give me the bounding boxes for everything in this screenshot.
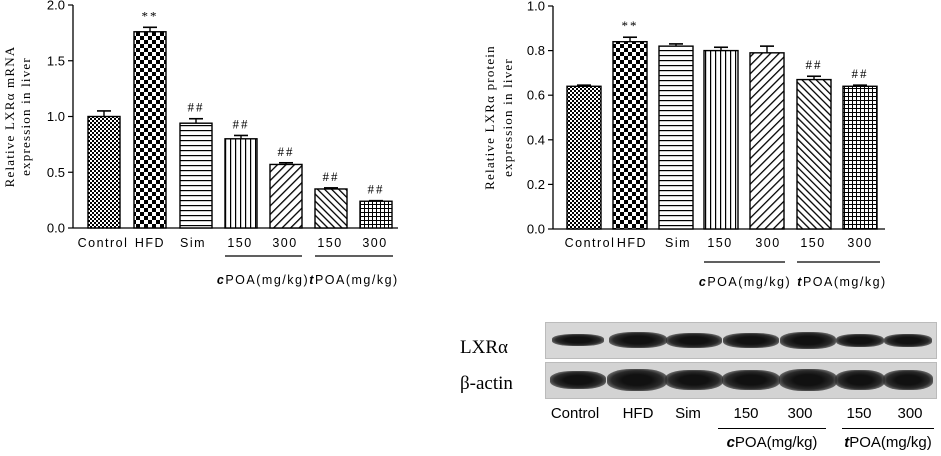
y-axis-label: Relative LXRα mRNA bbox=[2, 46, 17, 188]
bar bbox=[133, 31, 167, 229]
significance-label: ## bbox=[806, 57, 823, 72]
significance-label: ## bbox=[278, 144, 295, 159]
bar bbox=[359, 200, 393, 229]
category-label: Control bbox=[565, 236, 616, 250]
blot-lane-label: HFD bbox=[622, 405, 654, 422]
blot-lane-label: 150 bbox=[846, 405, 872, 422]
bar bbox=[269, 163, 303, 229]
blot-group-line bbox=[842, 428, 934, 429]
blot-lane-label: 300 bbox=[787, 405, 813, 422]
blot-actin-strip bbox=[545, 362, 937, 399]
category-label: 150 bbox=[707, 236, 732, 250]
blot-lxra-strip bbox=[545, 322, 937, 359]
blot-band bbox=[723, 333, 779, 348]
group-label: tPOA(mg/kg) bbox=[309, 273, 398, 287]
bar bbox=[179, 122, 213, 229]
blot-lane-label: Sim bbox=[675, 405, 701, 422]
blot-lane-label: 300 bbox=[897, 405, 923, 422]
protein-chart: 0.0 0.2 0.4 0.6 0.8 1.0 Relative LXRα protein e… bbox=[482, 0, 886, 289]
category-label: Control bbox=[78, 236, 129, 250]
y-tick-label: 0.0 bbox=[47, 221, 65, 236]
significance-label: ## bbox=[233, 116, 250, 131]
y-tick-label: 1.0 bbox=[47, 109, 65, 124]
blot-band bbox=[607, 369, 667, 391]
y-tick-label: 1.0 bbox=[527, 0, 545, 14]
y-tick-label: 0.8 bbox=[527, 43, 545, 58]
significance-label: ** bbox=[142, 8, 159, 23]
y-tick-label: 0.0 bbox=[527, 222, 545, 237]
blot-group-line bbox=[718, 428, 826, 429]
y-tick-label: 2.0 bbox=[47, 0, 65, 13]
blot-group-label-c: cPOA(mg/kg) bbox=[726, 434, 818, 451]
y-tick-label: 1.5 bbox=[47, 53, 65, 68]
blot-band bbox=[722, 370, 780, 390]
blot-band bbox=[884, 334, 932, 347]
significance-label: ## bbox=[852, 66, 869, 81]
significance-label: ** bbox=[622, 18, 639, 33]
blot-band bbox=[780, 332, 836, 349]
category-label: 300 bbox=[847, 236, 872, 250]
blot-band bbox=[552, 334, 604, 346]
significance-label: ## bbox=[188, 100, 205, 115]
group-label: cPOA(mg/kg) bbox=[217, 273, 309, 287]
y-tick-label: 0.6 bbox=[527, 88, 545, 103]
blot-row-label-actin: β-actin bbox=[460, 373, 513, 394]
y-tick-label: 0.2 bbox=[527, 177, 545, 192]
group-label: cPOA(mg/kg) bbox=[699, 275, 791, 289]
category-label: HFD bbox=[135, 236, 165, 250]
blot-lane-label: 150 bbox=[733, 405, 759, 422]
blot-row-label-lxra: LXRα bbox=[460, 337, 508, 358]
bar bbox=[224, 138, 258, 229]
blot-band bbox=[779, 369, 837, 391]
y-tick-label: 0.5 bbox=[47, 165, 65, 180]
bar bbox=[842, 85, 878, 230]
category-label: 300 bbox=[272, 236, 297, 250]
bar bbox=[658, 45, 694, 230]
y-axis-label: expression in liver bbox=[18, 57, 33, 176]
bar bbox=[566, 85, 602, 230]
bar bbox=[612, 40, 648, 230]
category-label: 150 bbox=[317, 236, 342, 250]
category-label: 300 bbox=[755, 236, 780, 250]
mrna-chart: 0.0 0.5 1.0 1.5 2.0 Relative LXRα mRNA express… bbox=[2, 0, 398, 287]
y-axis-label: Relative LXRα protein bbox=[482, 45, 497, 190]
blot-band bbox=[835, 370, 885, 390]
group-label: tPOA(mg/kg) bbox=[797, 275, 886, 289]
category-label: 300 bbox=[362, 236, 387, 250]
blot-band bbox=[666, 333, 722, 348]
blot-band bbox=[883, 370, 933, 390]
bar bbox=[796, 78, 832, 230]
y-axis-label: expression in liver bbox=[500, 58, 515, 177]
bar bbox=[703, 49, 739, 230]
bar bbox=[87, 115, 121, 229]
category-label: 150 bbox=[800, 236, 825, 250]
bar bbox=[749, 52, 785, 230]
bar bbox=[314, 188, 348, 229]
y-tick-label: 0.4 bbox=[527, 132, 545, 147]
blot-band bbox=[836, 334, 884, 347]
category-label: HFD bbox=[617, 236, 647, 250]
category-label: Sim bbox=[180, 236, 206, 250]
category-label: Sim bbox=[665, 236, 691, 250]
significance-label: ## bbox=[368, 182, 385, 197]
blot-lane-label: Control bbox=[550, 405, 600, 422]
blot-band bbox=[609, 332, 667, 348]
category-label: 150 bbox=[227, 236, 252, 250]
blot-band bbox=[665, 370, 723, 390]
blot-band bbox=[550, 371, 606, 389]
significance-label: ## bbox=[323, 169, 340, 184]
blot-group-label-t: tPOA(mg/kg) bbox=[844, 434, 932, 451]
